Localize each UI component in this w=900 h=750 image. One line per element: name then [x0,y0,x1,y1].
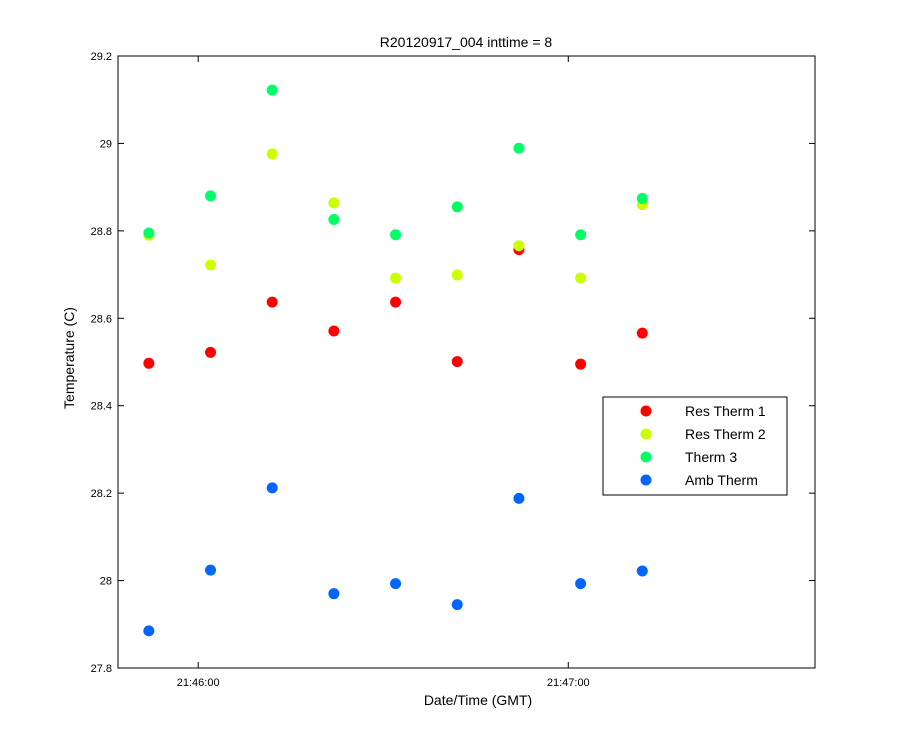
y-axis: 27.8 28 28.2 28.4 28.6 28.8 29 29.2 [91,51,815,675]
point-therm-3 [451,201,463,213]
legend-label-res-therm-2: Res Therm 2 [685,426,766,442]
chart-title: R20120917_004 inttime = 8 [380,34,553,50]
point-res-therm-1 [636,327,648,339]
point-amb-therm [513,492,525,504]
y-tick-label: 28.6 [91,313,112,325]
y-tick-label: 29 [100,138,112,150]
y-tick-label: 27.8 [91,663,112,675]
point-therm-3 [205,190,217,202]
point-amb-therm [328,588,340,600]
point-therm-3 [328,213,340,225]
point-res-therm-1 [390,296,402,308]
y-tick-label: 28.8 [91,226,112,238]
point-res-therm-2 [328,197,340,209]
point-res-therm-2 [266,148,278,160]
point-therm-3 [636,193,648,205]
point-therm-3 [575,229,587,241]
x-axis: 21:46:00 21:47:00 [177,56,590,689]
point-therm-3 [143,227,155,239]
legend-marker-res-therm-2 [640,428,652,440]
point-amb-therm [575,578,587,590]
point-amb-therm [390,578,402,590]
point-res-therm-2 [451,269,463,281]
point-res-therm-2 [390,272,402,284]
y-tick-label: 29.2 [91,51,112,63]
data-points [143,84,648,637]
y-tick-label: 28 [100,576,112,588]
legend: Res Therm 1 Res Therm 2 Therm 3 Amb Therm [602,396,788,496]
plot-area [117,55,816,669]
point-res-therm-2 [513,240,525,252]
legend-marker-amb-therm [640,474,652,486]
point-res-therm-1 [266,296,278,308]
point-res-therm-1 [575,358,587,370]
point-therm-3 [390,229,402,241]
legend-marker-therm-3 [640,451,652,463]
y-tick-label: 28.2 [91,488,112,500]
point-res-therm-1 [451,356,463,368]
legend-marker-res-therm-1 [640,405,652,417]
y-axis-label: Temperature (C) [61,307,77,409]
legend-box [602,396,788,496]
legend-label-therm-3: Therm 3 [685,449,737,465]
point-therm-3 [266,84,278,96]
point-amb-therm [205,564,217,576]
legend-label-res-therm-1: Res Therm 1 [685,403,766,419]
x-tick-label: 21:47:00 [547,677,590,689]
point-amb-therm [143,625,155,637]
x-tick-label: 21:46:00 [177,677,220,689]
point-amb-therm [451,599,463,611]
point-res-therm-1 [205,346,217,358]
point-res-therm-1 [143,357,155,369]
point-res-therm-2 [575,272,587,284]
point-therm-3 [513,142,525,154]
point-res-therm-1 [328,325,340,337]
x-axis-label: Date/Time (GMT) [424,692,532,708]
point-amb-therm [266,482,278,494]
y-tick-label: 28.4 [91,401,112,413]
point-res-therm-2 [205,259,217,271]
legend-label-amb-therm: Amb Therm [685,472,758,488]
point-amb-therm [636,565,648,577]
